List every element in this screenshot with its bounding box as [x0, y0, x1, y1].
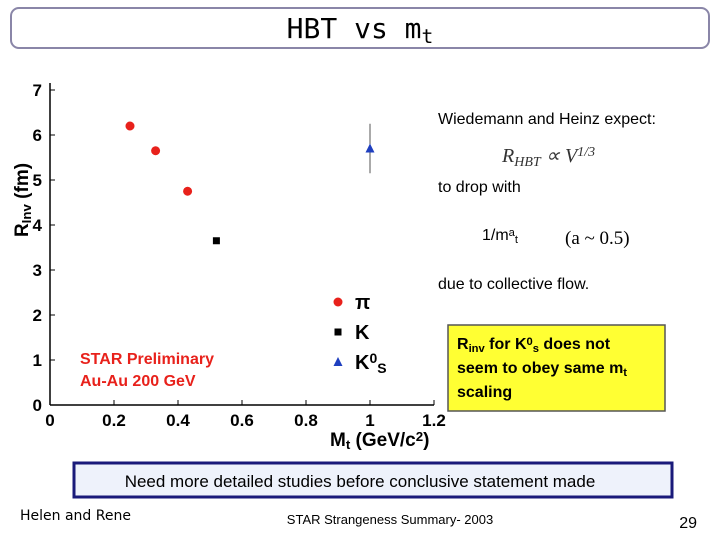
legend-label: K [355, 322, 370, 344]
text-part: t [346, 437, 351, 452]
legend-marker [333, 297, 343, 307]
title-box [10, 7, 710, 49]
text-part: R [457, 336, 469, 353]
point [125, 121, 135, 131]
text-part: (fm) [12, 163, 33, 204]
x-tick-label: 0 [45, 411, 54, 430]
point [365, 143, 375, 153]
page-number: 29 [679, 515, 697, 532]
footer-authors: Helen and Rene [20, 508, 131, 524]
y-tick-label: 5 [33, 171, 42, 190]
text-part: 0 [527, 336, 533, 348]
y-tick-label: 2 [33, 306, 42, 325]
x-tick-label: 0.2 [102, 411, 126, 430]
conclusion: Need more detailed studies before conclu… [125, 472, 596, 491]
text-part: for K [485, 336, 527, 353]
y-tick-label: 4 [33, 216, 43, 235]
x-tick-label: 1.2 [422, 411, 446, 430]
legend-marker [333, 357, 343, 366]
point [151, 146, 161, 156]
text-part: t [623, 367, 627, 379]
legend-label: π [355, 292, 370, 314]
text-part: seem to obey same m [457, 360, 623, 377]
text-part: π [355, 292, 370, 314]
text-part: s [533, 343, 539, 355]
text-part: 0 [369, 350, 377, 366]
note: due to collective flow. [438, 276, 589, 293]
text-part: Inv [19, 204, 34, 224]
box-text: seem to obey same mt [457, 360, 627, 379]
text-part: does not [539, 336, 611, 353]
y-tick-label: 7 [33, 81, 42, 100]
text-part: (GeV/c [350, 430, 416, 451]
text-part: ) [423, 430, 429, 451]
text-part: a [509, 227, 516, 239]
box-text: Rinv for K0s does not [457, 336, 611, 355]
note: (a ~ 0.5) [565, 228, 630, 249]
text-part: HBT [513, 155, 542, 170]
x-tick-label: 0.8 [294, 411, 318, 430]
note-box [447, 324, 666, 412]
x-tick-label: 1 [365, 411, 374, 430]
annotation: Au-Au 200 GeV [80, 373, 196, 390]
note: Wiedemann and Heinz expect: [438, 111, 656, 128]
text-part: ∝ V [541, 145, 580, 167]
note: 1/mat [482, 227, 519, 246]
text-part: HBT vs m [287, 12, 422, 45]
y-axis-label: RInv (fm) [12, 163, 34, 237]
text-part: R [501, 145, 514, 167]
formula: RHBT ∝ V1/3 [501, 145, 595, 170]
text-part: S [377, 360, 386, 376]
point [183, 186, 193, 196]
note: to drop with [438, 179, 521, 196]
y-tick-label: 1 [33, 351, 42, 370]
point [212, 237, 220, 245]
x-tick-label: 0.6 [230, 411, 254, 430]
footer-talk: STAR Strangeness Summary- 2003 [287, 512, 493, 527]
text-part: inv [469, 343, 486, 355]
x-tick-label: 0.4 [166, 411, 190, 430]
x-axis-label: Mt (GeV/c2) [330, 429, 429, 452]
text-part: K [355, 352, 370, 374]
text-part: t [422, 25, 434, 48]
text-part: 2 [416, 429, 423, 444]
y-tick-label: 3 [33, 261, 42, 280]
legend-marker [334, 328, 342, 336]
text-part: 1/3 [577, 145, 595, 160]
text-part: R [12, 223, 33, 237]
text-part: scaling [457, 384, 512, 401]
text-part: 1/m [482, 227, 509, 244]
annotation: STAR Preliminary [80, 351, 214, 368]
y-tick-label: 6 [33, 126, 42, 145]
conclusion-box [72, 461, 674, 499]
box-text: scaling [457, 384, 512, 401]
text-part: t [515, 234, 519, 246]
legend-label: K0S [355, 350, 387, 375]
y-tick-label: 0 [33, 396, 42, 415]
text-part: M [330, 430, 346, 451]
text-part: K [355, 322, 370, 344]
slide-title: HBT vs mt [287, 12, 434, 48]
